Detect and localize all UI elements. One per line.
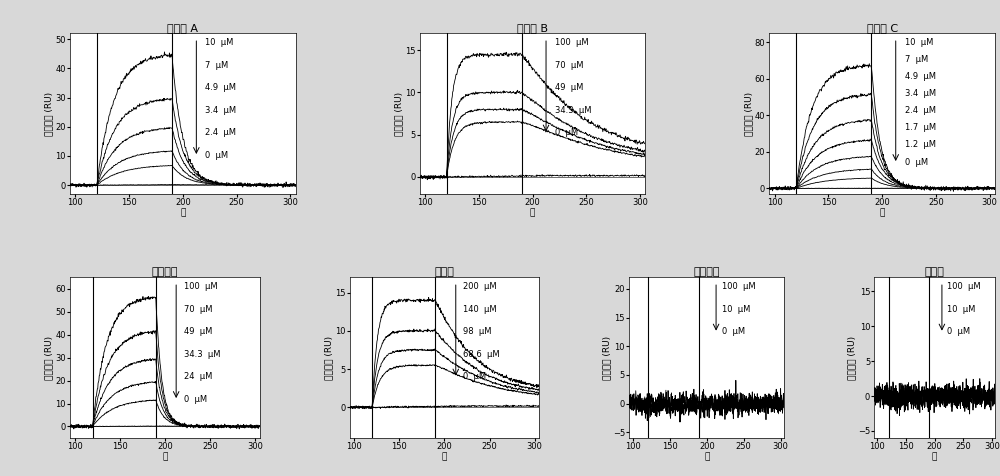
Text: 7  μM: 7 μM (905, 55, 928, 64)
Text: 4.9  μM: 4.9 μM (205, 83, 236, 92)
Text: 10  μM: 10 μM (722, 305, 751, 314)
Y-axis label: 反应单位 (RU): 反应单位 (RU) (744, 91, 753, 136)
Text: 3.4  μM: 3.4 μM (905, 89, 936, 99)
Text: 4.9  μM: 4.9 μM (905, 72, 936, 81)
Text: 100  μM: 100 μM (722, 282, 756, 291)
X-axis label: 秒: 秒 (932, 453, 937, 461)
Title: 丹参素: 丹参素 (925, 267, 945, 277)
Text: 0  μM: 0 μM (205, 150, 228, 159)
Title: 丹酚酸 A: 丹酚酸 A (167, 22, 198, 32)
X-axis label: 秒: 秒 (162, 453, 167, 461)
Text: 1.2  μM: 1.2 μM (905, 140, 936, 149)
Text: 100  μM: 100 μM (184, 282, 217, 291)
Text: 70  μM: 70 μM (555, 60, 584, 69)
Title: 迷迭香酸: 迷迭香酸 (152, 267, 178, 277)
Text: 24  μM: 24 μM (184, 372, 212, 381)
Text: 2.4  μM: 2.4 μM (905, 106, 936, 115)
Text: 1.7  μM: 1.7 μM (905, 123, 936, 132)
X-axis label: 秒: 秒 (180, 208, 185, 218)
Y-axis label: 反应单位 (RU): 反应单位 (RU) (395, 91, 404, 136)
Text: 70  μM: 70 μM (184, 305, 212, 314)
Text: 49  μM: 49 μM (184, 327, 212, 336)
Text: 10  μM: 10 μM (947, 305, 975, 314)
Text: 0  μM: 0 μM (184, 395, 207, 404)
Text: 34.3  μM: 34.3 μM (555, 106, 592, 115)
Y-axis label: 反应单位 (RU): 反应单位 (RU) (848, 336, 857, 380)
Text: 7  μM: 7 μM (205, 60, 229, 69)
Text: 0  μM: 0 μM (722, 327, 745, 336)
X-axis label: 秒: 秒 (880, 208, 885, 218)
Y-axis label: 反应单位 (RU): 反应单位 (RU) (602, 336, 611, 380)
Text: 68.6  μM: 68.6 μM (463, 349, 500, 358)
X-axis label: 秒: 秒 (530, 208, 535, 218)
Text: 200  μM: 200 μM (463, 282, 497, 291)
Text: 49  μM: 49 μM (555, 83, 583, 92)
Text: 2.4  μM: 2.4 μM (205, 128, 236, 137)
Text: 140  μM: 140 μM (463, 305, 497, 314)
Y-axis label: 反应单位 (RU): 反应单位 (RU) (325, 336, 334, 380)
Text: 100  μM: 100 μM (555, 38, 589, 47)
Text: 34.3  μM: 34.3 μM (184, 349, 220, 358)
X-axis label: 秒: 秒 (442, 453, 447, 461)
X-axis label: 秒: 秒 (704, 453, 709, 461)
Y-axis label: 反应单位 (RU): 反应单位 (RU) (45, 91, 54, 136)
Text: 98  μM: 98 μM (463, 327, 492, 336)
Title: 紫草酸: 紫草酸 (434, 267, 454, 277)
Text: 0  μM: 0 μM (555, 128, 578, 137)
Text: 0  μM: 0 μM (463, 372, 486, 381)
Text: 3.4  μM: 3.4 μM (205, 106, 236, 115)
Text: 10  μM: 10 μM (905, 38, 933, 47)
Title: 丹酚酸 B: 丹酚酸 B (517, 22, 548, 32)
Y-axis label: 反应单位 (RU): 反应单位 (RU) (45, 336, 54, 380)
Text: 10  μM: 10 μM (205, 38, 234, 47)
Title: 原儿茶醛: 原儿茶醛 (694, 267, 720, 277)
Title: 丹酚酸 C: 丹酚酸 C (867, 22, 898, 32)
Text: 100  μM: 100 μM (947, 282, 980, 291)
Text: 0  μM: 0 μM (905, 158, 928, 167)
Text: 0  μM: 0 μM (947, 327, 970, 336)
